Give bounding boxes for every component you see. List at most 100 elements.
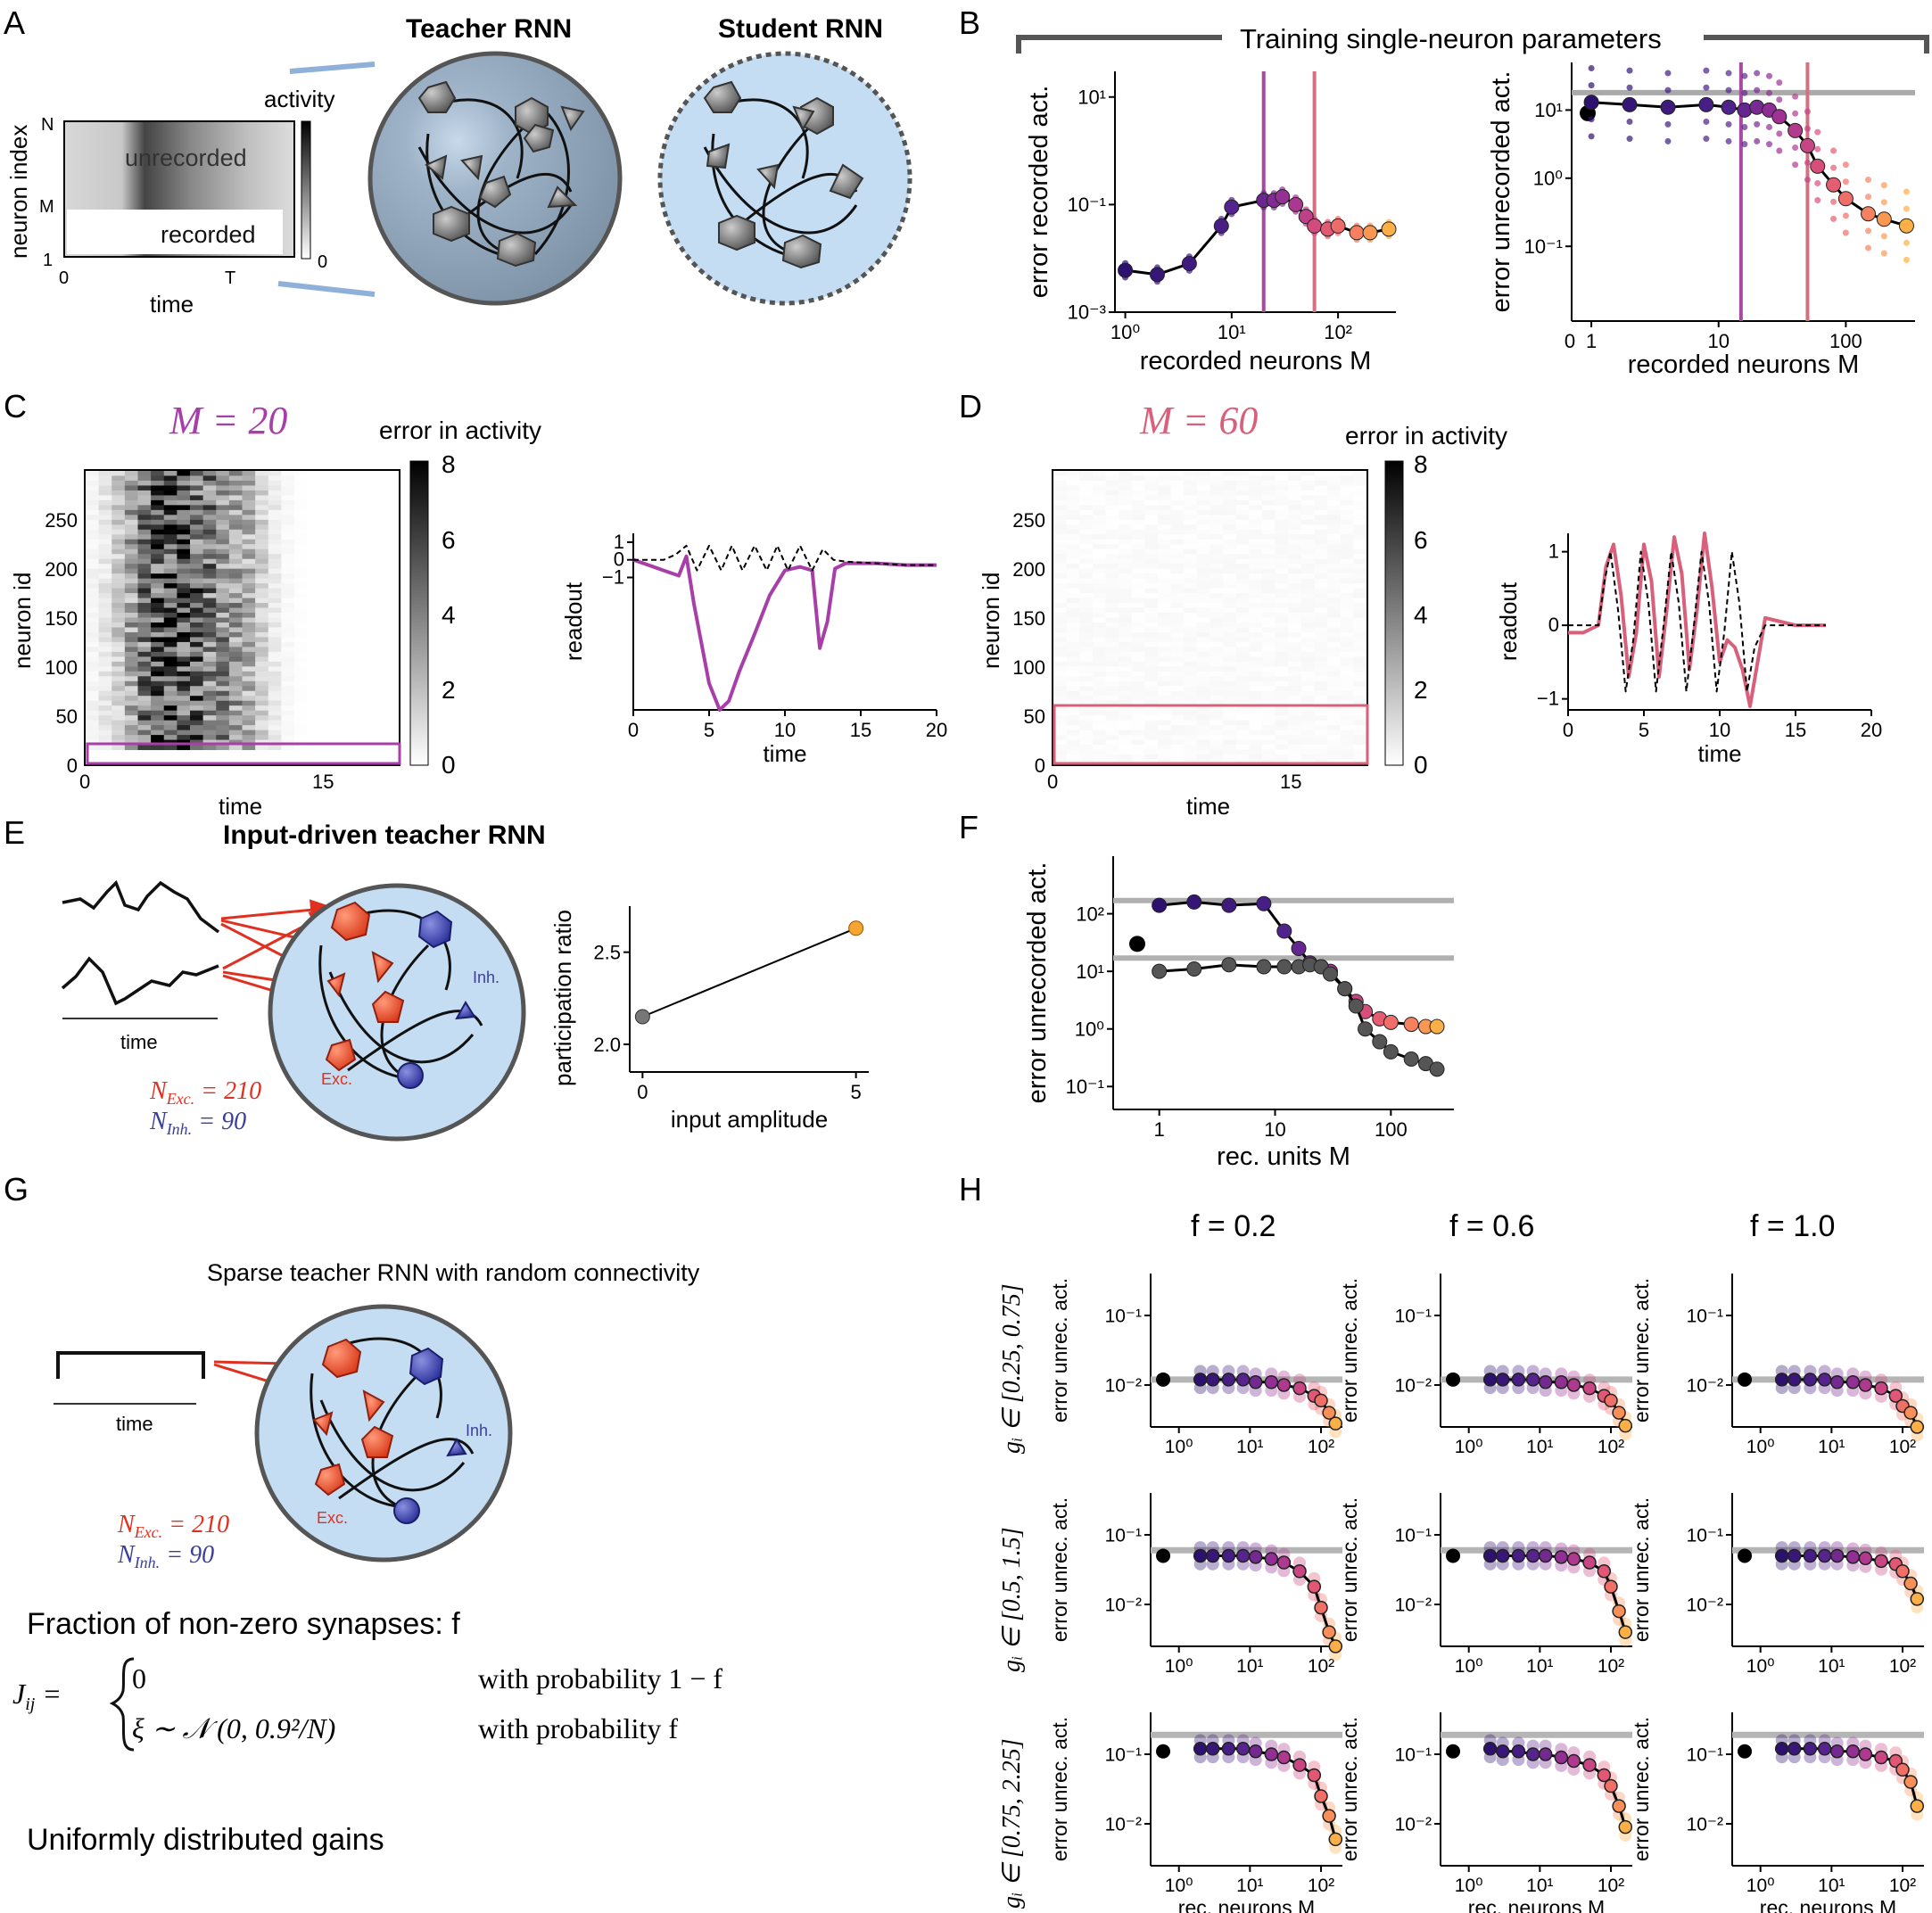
heat-cell	[1066, 651, 1080, 657]
heat-cell	[1066, 534, 1080, 540]
heat-cell	[163, 631, 178, 638]
heat-cell	[346, 509, 360, 515]
data-point	[1604, 1393, 1618, 1408]
heat-cell	[359, 715, 374, 721]
heat-cell	[268, 690, 282, 697]
heat-cell	[1066, 730, 1080, 736]
heat-cell	[1275, 524, 1289, 531]
heat-cell	[1170, 735, 1185, 741]
heat-cell	[1275, 725, 1289, 731]
heat-cell	[163, 515, 178, 521]
replicate-point	[1588, 133, 1595, 140]
heat-cell	[242, 705, 256, 712]
heat-cell	[1053, 651, 1068, 657]
heat-cell	[177, 544, 191, 550]
heat-cell	[1092, 627, 1106, 633]
heat-cell	[294, 690, 309, 697]
heat-cell	[1235, 588, 1250, 594]
heat-cell	[1235, 509, 1250, 515]
heat-cell	[1079, 631, 1094, 638]
heat-cell	[1066, 631, 1080, 638]
heat-cell	[307, 613, 321, 618]
heat-cell	[1275, 745, 1289, 751]
heat-cell	[307, 573, 321, 580]
heat-cell	[1327, 735, 1342, 741]
heat-cell	[111, 524, 126, 531]
heat-cell	[1053, 539, 1068, 545]
heat-cell	[1158, 490, 1172, 496]
heat-cell	[1158, 598, 1172, 604]
heat-cell	[1105, 705, 1119, 712]
heat-cell	[1340, 509, 1354, 515]
heat-cell	[1262, 509, 1276, 515]
heat-cell	[111, 671, 126, 677]
heat-cell	[98, 686, 112, 692]
data-point	[1525, 1373, 1540, 1387]
heat-cell	[1158, 725, 1172, 731]
heat-cell	[177, 617, 191, 623]
student-network	[657, 51, 912, 306]
heat-cell	[1144, 715, 1159, 721]
heat-cell	[151, 519, 165, 525]
heat-cell	[333, 544, 347, 550]
heat-cell	[228, 730, 243, 736]
n-inh-e: NInh. = 90	[149, 1108, 246, 1138]
heat-cell	[255, 534, 269, 540]
heat-cell	[202, 524, 217, 531]
heat-cell	[1092, 622, 1106, 628]
heat-cell	[111, 607, 126, 614]
heat-cell	[1053, 583, 1068, 590]
heat-cell	[1105, 641, 1119, 647]
heat-cell	[124, 676, 138, 682]
bracket	[1016, 35, 1929, 54]
heat-cell	[1223, 564, 1237, 570]
data-point	[1829, 1375, 1845, 1389]
heat-cell	[1210, 529, 1224, 535]
heat-cell	[1105, 509, 1119, 515]
heat-cell	[1170, 598, 1185, 604]
heat-cell	[268, 548, 282, 555]
heat-cell	[1092, 490, 1106, 496]
heat-cell	[1327, 548, 1342, 555]
heat-cell	[268, 715, 282, 721]
heat-cell	[307, 725, 321, 731]
heat-cell	[1170, 739, 1185, 746]
heat-cell	[307, 680, 321, 687]
heat-cell	[255, 529, 269, 535]
heat-cell	[1196, 564, 1210, 570]
heat-cell	[1314, 627, 1328, 633]
heat-cell	[163, 690, 178, 697]
replicate-point	[1664, 70, 1672, 77]
heat-cell	[1092, 505, 1106, 511]
heat-cell	[307, 544, 321, 550]
heat-cell	[242, 730, 256, 736]
heat-cell	[1210, 534, 1224, 540]
heat-cell	[1119, 730, 1133, 736]
heat-cell	[1053, 548, 1068, 555]
heat-cell	[359, 490, 374, 496]
data-point	[1403, 1051, 1419, 1067]
heat-cell	[1184, 745, 1198, 751]
raster-tick-1: 1	[43, 251, 53, 270]
heat-cell	[1131, 607, 1145, 614]
heat-cell	[163, 603, 178, 609]
heat-cell	[307, 671, 321, 677]
heat-cell	[1353, 641, 1367, 647]
heat-cell	[359, 505, 374, 511]
heat-cell	[294, 622, 309, 628]
heat-cell	[294, 603, 309, 609]
heat-cell	[216, 588, 230, 594]
heat-cell	[1131, 568, 1145, 574]
heat-cell	[1275, 739, 1289, 746]
heat-cell	[1288, 593, 1302, 599]
heat-cell	[268, 651, 282, 657]
heat-cell	[1170, 539, 1185, 545]
heat-cell	[98, 471, 112, 476]
heat-cell	[1196, 568, 1210, 574]
pr-point	[848, 920, 864, 936]
heat-cell	[320, 548, 334, 555]
heat-cell	[1131, 539, 1145, 545]
heat-cell	[98, 490, 112, 496]
heat-cell	[1105, 607, 1119, 614]
